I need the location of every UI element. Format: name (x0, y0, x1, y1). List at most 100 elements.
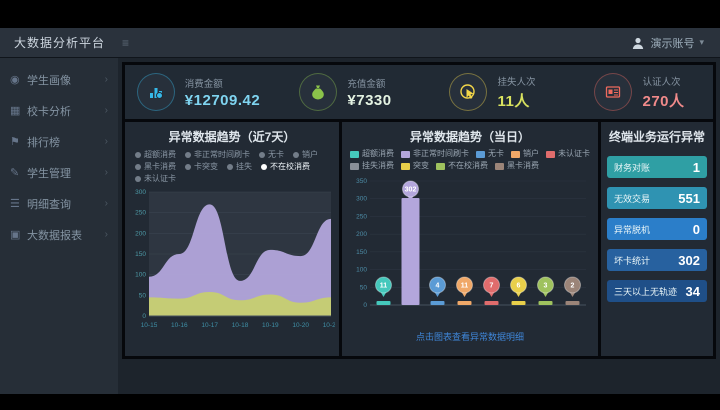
bar-未认证卡[interactable] (484, 301, 499, 305)
y-tick: 50 (139, 292, 147, 299)
legend-label: 非正常时间刷卡 (194, 150, 250, 159)
svg-text:11: 11 (380, 283, 388, 290)
legend-item[interactable]: 黑卡消费 (495, 161, 539, 171)
legend-item[interactable]: 突变 (401, 161, 429, 171)
legend-swatch (436, 162, 445, 170)
bar-销户[interactable] (457, 301, 472, 305)
kpi-text: 消费金额 ¥12709.42 (185, 76, 260, 109)
kpi-value: 270人 (642, 92, 685, 110)
legend-item[interactable]: 卡突变 (185, 161, 218, 172)
bar-无卡[interactable] (430, 301, 445, 305)
legend-swatch (350, 150, 359, 158)
bar-超额消费[interactable] (376, 301, 391, 305)
terminal-panel-title: 终端业务运行异常 (608, 130, 705, 144)
value-balloon: 11 (375, 276, 392, 297)
sidebar-item-1[interactable]: ◉ 学生画像 › (0, 64, 118, 95)
sidebar-item-4[interactable]: ✎ 学生管理 › (0, 157, 118, 188)
app-title: 大数据分析平台 (14, 36, 106, 50)
app-window: 大数据分析平台 ≡ 演示账号 ▾ ◉ 学生画像 › ▦ 校卡分析 › ⚑ 排行榜 › ✎ 学生管理 ›… (0, 28, 720, 394)
legend-dot (185, 163, 191, 170)
legend-label: 黑卡消费 (507, 161, 539, 170)
terminal-item-label: 异常脱机 (614, 224, 651, 235)
bar-chart[interactable]: 0 50 100 150 200 250 300 350 11 302 4 11 7 6 3 2 (346, 173, 594, 331)
kpi-3: 挂失人次 11人 (419, 73, 566, 111)
terminal-item-3[interactable]: 异常脱机 0 (607, 218, 707, 240)
detail-query-icon: ☰ (10, 198, 20, 210)
bar-非正常时间刷卡[interactable] (401, 198, 420, 305)
topbar: 大数据分析平台 ≡ 演示账号 ▾ (0, 28, 720, 58)
kpi-ring (449, 73, 488, 111)
y-tick: 200 (135, 230, 146, 237)
x-tick: 10-17 (201, 322, 218, 329)
bar-突变[interactable] (511, 301, 526, 305)
legend-item[interactable]: 未认证卡 (546, 149, 590, 159)
legend-label: 卡突变 (194, 162, 218, 171)
legend-item[interactable]: 未认证卡 (135, 173, 176, 184)
legend-item[interactable]: 非正常时间刷卡 (401, 149, 469, 159)
sidebar-item-5[interactable]: ☰ 明细查询 › (0, 188, 118, 219)
ranking-icon: ⚑ (10, 136, 20, 148)
y-tick: 350 (356, 178, 367, 185)
legend-dot (185, 151, 191, 158)
legend-swatch (476, 150, 485, 158)
bar-黑卡消费[interactable] (565, 301, 580, 305)
legend-item[interactable]: 挂失 (227, 161, 252, 172)
svg-text:3: 3 (544, 283, 548, 290)
sidebar-item-label: 排行榜 (27, 136, 60, 149)
sidebar-item-label: 校卡分析 (27, 105, 71, 118)
legend-dot (135, 163, 141, 170)
user-menu[interactable]: 演示账号 ▾ (631, 35, 720, 51)
legend-item[interactable]: 无卡 (259, 149, 284, 160)
y-tick: 200 (356, 231, 367, 238)
chevron-right-icon: › (104, 167, 108, 178)
terminal-list: 财务对账 1 无效交易 551 异常脱机 0 坏卡统计 302 三天以上无轨迹 34 (601, 148, 713, 302)
terminal-item-value: 302 (678, 252, 700, 268)
area-chart[interactable]: 0 50 100 150 200 250 300 10-15 10-16 10-17 10-18 10… (129, 186, 340, 336)
legend-label: 挂失消费 (362, 161, 394, 170)
y-tick: 0 (363, 302, 367, 309)
legend-item[interactable]: 挂失消费 (350, 161, 394, 171)
legend-item[interactable]: 黑卡消费 (135, 161, 176, 172)
id-card-icon (606, 86, 621, 98)
chevron-down-icon: ▾ (699, 37, 704, 47)
money-bag-icon (312, 85, 325, 100)
legend-label: 不在校消费 (270, 162, 310, 171)
legend-label: 无卡 (268, 150, 284, 159)
terminal-item-1[interactable]: 财务对账 1 (607, 156, 707, 178)
legend-item[interactable]: 超额消费 (350, 149, 394, 159)
chevron-right-icon: › (104, 105, 108, 116)
legend-item[interactable]: 无卡 (476, 149, 504, 159)
legend-item[interactable]: 超额消费 (135, 149, 176, 160)
bar-不在校消费[interactable] (538, 301, 553, 305)
sidebar-item-6[interactable]: ▣ 大数据报表 › (0, 219, 118, 250)
legend-item[interactable]: 非正常时间刷卡 (185, 149, 250, 160)
x-tick: 10-19 (262, 322, 279, 329)
legend-dot (227, 163, 233, 170)
chart-detail-link[interactable]: 点击图表查看异常数据明细 (415, 332, 524, 342)
kpi-label: 充值金额 (347, 78, 386, 90)
sidebar-item-label: 学生画像 (27, 74, 71, 87)
svg-text:6: 6 (517, 283, 521, 290)
kpi-text: 挂失人次 11人 (497, 74, 535, 111)
sidebar-item-3[interactable]: ⚑ 排行榜 › (0, 126, 118, 157)
terminal-item-4[interactable]: 坏卡统计 302 (607, 249, 707, 271)
legend-swatch (350, 162, 359, 170)
legend-item[interactable]: 销户 (293, 149, 318, 160)
sidebar-item-label: 大数据报表 (27, 229, 82, 242)
collapse-menu-icon[interactable]: ≡ (122, 35, 130, 50)
legend-item[interactable]: 不在校消费 (436, 161, 488, 171)
terminal-item-5[interactable]: 三天以上无轨迹 34 (607, 280, 707, 302)
kpi-value: ¥7330 (347, 91, 392, 109)
terminal-item-2[interactable]: 无效交易 551 (607, 187, 707, 209)
legend-dot (261, 163, 267, 170)
hand-click-icon (460, 84, 476, 99)
legend-label: 超额消费 (362, 149, 394, 158)
kpi-ring (299, 73, 338, 111)
y-tick: 100 (135, 272, 146, 279)
terminal-panel: 终端业务运行异常 财务对账 1 无效交易 551 异常脱机 0 坏卡统计 302 三天以上无轨迹… (601, 122, 713, 356)
legend-item[interactable]: 不在校消费 (261, 161, 310, 172)
sidebar-item-label: 学生管理 (27, 167, 71, 180)
sidebar-item-2[interactable]: ▦ 校卡分析 › (0, 95, 118, 126)
chevron-right-icon: › (104, 198, 108, 209)
legend-item[interactable]: 销户 (511, 149, 539, 159)
